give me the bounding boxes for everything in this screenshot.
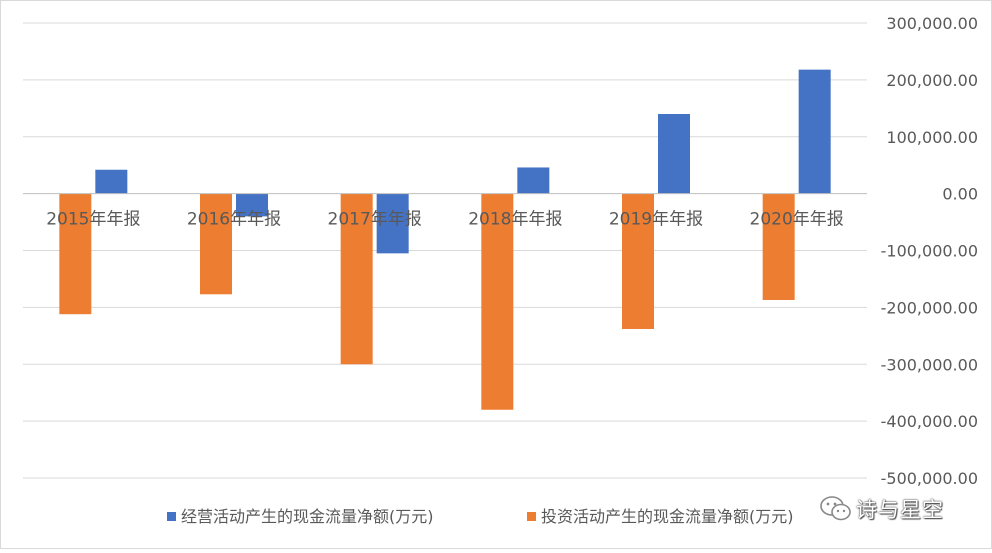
legend-label: 经营活动产生的现金流量净额(万元) [181,507,434,526]
gridlines [23,22,867,479]
y-tick-labels: 300,000.00 200,000.00 100,000.00 0.00 -100,0… [881,14,978,488]
y-tick-label: 0.00 [942,185,978,204]
bar-investing [340,193,373,365]
y-tick-label: -300,000.00 [881,355,978,374]
bar-operating [798,69,831,194]
y-tick-label: -200,000.00 [881,298,978,317]
category-labels: 2015年年报 2016年年报 2017年年报 2018年年报 2019年年报 2020年… [46,210,844,230]
bar-operating [517,167,550,194]
y-tick-label: 200,000.00 [886,71,978,90]
y-tick-label: -100,000.00 [881,242,978,261]
legend-label: 投资活动产生的现金流量净额(万元) [541,507,794,526]
bar-investing [622,193,654,329]
category-label: 2018年年报 [468,210,562,230]
category-label: 2020年年报 [750,210,844,230]
category-label: 2017年年报 [328,210,422,230]
bar-operating [376,193,409,254]
legend: 经营活动产生的现金流量净额(万元) 投资活动产生的现金流量净额(万元) [167,507,794,526]
bars [59,69,831,410]
y-tick-label: 300,000.00 [886,14,978,33]
bar-operating [658,114,690,194]
watermark: 诗与星空 [818,490,978,524]
category-label: 2016年年报 [187,210,281,230]
bar-investing [200,193,232,295]
legend-swatch [527,512,536,521]
wechat-icon [820,496,851,521]
y-tick-label: -400,000.00 [881,412,978,431]
bar-operating [95,169,128,194]
y-tick-label: 100,000.00 [886,128,978,147]
y-tick-label: -500,000.00 [881,469,978,488]
bar-operating [236,193,268,217]
category-label: 2019年年报 [609,210,703,230]
bar-investing [481,193,514,410]
bar-investing [762,193,795,300]
category-label: 2015年年报 [46,210,140,230]
legend-swatch [167,512,176,521]
watermark-text: 诗与星空 [856,498,944,522]
bar-investing [59,193,92,315]
